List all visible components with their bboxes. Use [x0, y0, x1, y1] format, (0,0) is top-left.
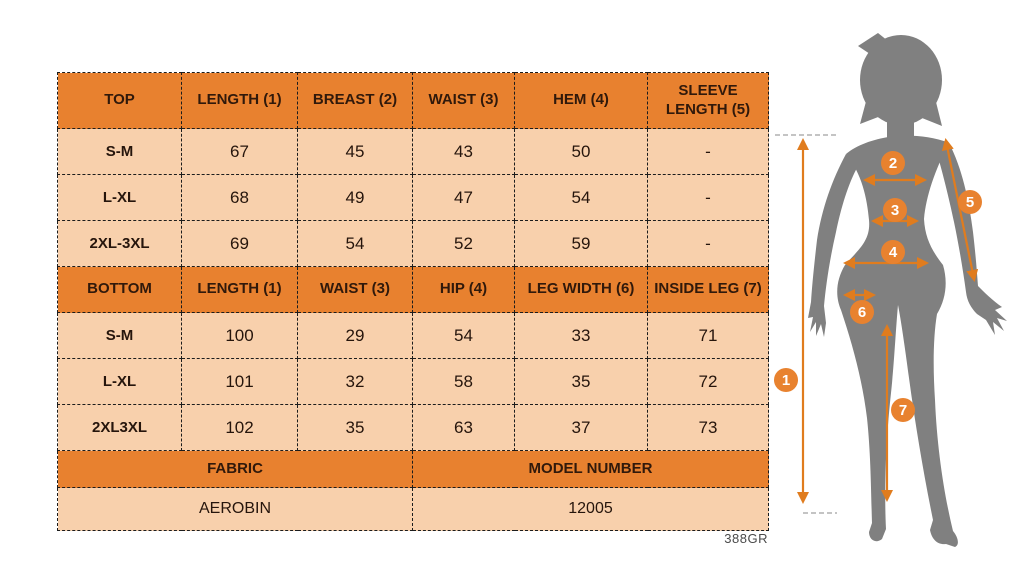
value-cell: 43: [412, 128, 515, 175]
size-table: TOP LENGTH (1) BREAST (2) WAIST (3) HEM …: [57, 72, 769, 531]
top-header-row: TOP LENGTH (1) BREAST (2) WAIST (3) HEM …: [57, 72, 769, 129]
size-cell: 2XL-3XL: [57, 220, 182, 267]
badge-2: 2: [881, 151, 905, 175]
value-cell: 33: [514, 312, 648, 359]
size-cell: L-XL: [57, 174, 182, 221]
top-col-breast: BREAST (2): [297, 72, 413, 129]
value-cell: 49: [297, 174, 413, 221]
value-cell: 69: [181, 220, 298, 267]
bottom-col-leg-width: LEG WIDTH (6): [514, 266, 648, 313]
svg-text:1: 1: [782, 372, 790, 389]
value-cell: 35: [514, 358, 648, 405]
bottom-col-waist: WAIST (3): [297, 266, 413, 313]
value-cell: -: [647, 174, 769, 221]
value-cell: 32: [297, 358, 413, 405]
footer-header-row: FABRIC MODEL NUMBER: [57, 450, 769, 488]
svg-text:7: 7: [899, 402, 907, 419]
svg-text:5: 5: [966, 194, 974, 211]
table-row: 2XL-3XL 69 54 52 59 -: [57, 220, 769, 267]
value-cell: 100: [181, 312, 298, 359]
bottom-header-row: BOTTOM LENGTH (1) WAIST (3) HIP (4) LEG …: [57, 266, 769, 313]
bottom-col-inside-leg: INSIDE LEG (7): [647, 266, 769, 313]
table-row: S-M 67 45 43 50 -: [57, 128, 769, 175]
top-col-hem: HEM (4): [514, 72, 648, 129]
model-number-label: MODEL NUMBER: [412, 450, 769, 488]
value-cell: 67: [181, 128, 298, 175]
value-cell: 54: [412, 312, 515, 359]
size-cell: L-XL: [57, 358, 182, 405]
svg-text:4: 4: [889, 244, 898, 261]
value-cell: -: [647, 220, 769, 267]
bottom-section-label: BOTTOM: [57, 266, 182, 313]
value-cell: 63: [412, 404, 515, 451]
value-cell: 73: [647, 404, 769, 451]
top-col-sleeve-length: SLEEVE LENGTH (5): [647, 72, 769, 129]
value-cell: 59: [514, 220, 648, 267]
value-cell: 54: [514, 174, 648, 221]
size-cell: S-M: [57, 128, 182, 175]
table-row: L-XL 101 32 58 35 72: [57, 358, 769, 405]
measurement-diagram: 1 2 3 4 5: [774, 8, 1024, 558]
bottom-col-length: LENGTH (1): [181, 266, 298, 313]
fabric-label: FABRIC: [57, 450, 413, 488]
table-row: L-XL 68 49 47 54 -: [57, 174, 769, 221]
value-cell: 54: [297, 220, 413, 267]
value-cell: 37: [514, 404, 648, 451]
value-cell: 29: [297, 312, 413, 359]
value-cell: 47: [412, 174, 515, 221]
top-section-label: TOP: [57, 72, 182, 129]
top-col-waist: WAIST (3): [412, 72, 515, 129]
measurement-badges: 1 2 3 4 5: [774, 151, 982, 422]
value-cell: 101: [181, 358, 298, 405]
svg-text:2: 2: [889, 155, 897, 172]
badge-6: 6: [850, 300, 874, 324]
top-col-length: LENGTH (1): [181, 72, 298, 129]
value-cell: 45: [297, 128, 413, 175]
badge-3: 3: [883, 198, 907, 222]
value-cell: 68: [181, 174, 298, 221]
arrow-5-sleeve-length: [941, 138, 979, 282]
value-cell: -: [647, 128, 769, 175]
model-number-value: 12005: [412, 487, 769, 531]
table-row: S-M 100 29 54 33 71: [57, 312, 769, 359]
badge-5: 5: [958, 190, 982, 214]
badge-4: 4: [881, 240, 905, 264]
badge-1: 1: [774, 368, 798, 392]
svg-text:3: 3: [891, 202, 899, 219]
value-cell: 35: [297, 404, 413, 451]
value-cell: 50: [514, 128, 648, 175]
size-cell: 2XL3XL: [57, 404, 182, 451]
woman-silhouette-figure: [808, 33, 1007, 547]
value-cell: 52: [412, 220, 515, 267]
value-cell: 102: [181, 404, 298, 451]
product-code: 388GR: [724, 531, 768, 546]
value-cell: 72: [647, 358, 769, 405]
size-cell: S-M: [57, 312, 182, 359]
bottom-col-hip: HIP (4): [412, 266, 515, 313]
value-cell: 71: [647, 312, 769, 359]
footer-value-row: AEROBIN 12005: [57, 487, 769, 531]
fabric-value: AEROBIN: [57, 487, 413, 531]
table-row: 2XL3XL 102 35 63 37 73: [57, 404, 769, 451]
svg-text:6: 6: [858, 304, 866, 321]
value-cell: 58: [412, 358, 515, 405]
badge-7: 7: [891, 398, 915, 422]
